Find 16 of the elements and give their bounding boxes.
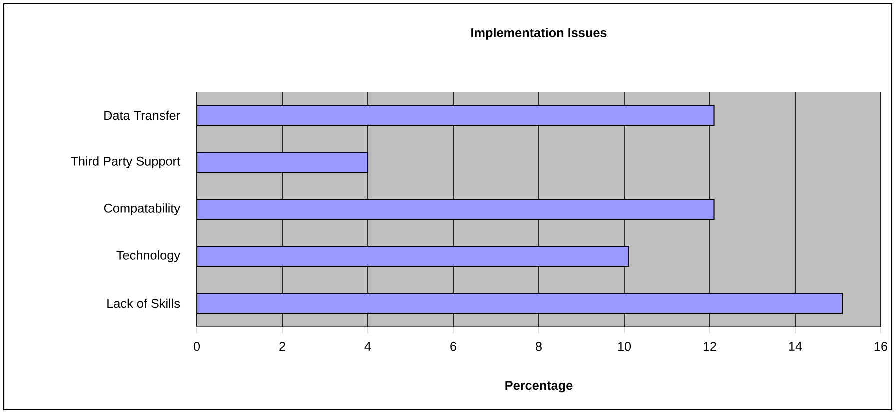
y-tick-label: Technology (116, 250, 180, 262)
x-axis-title: Percentage (506, 381, 573, 393)
x-tick-label: 12 (704, 342, 716, 351)
y-tick-label: Third Party Support (70, 156, 180, 168)
x-tick-label: 14 (789, 342, 802, 351)
x-tick-label: 4 (364, 342, 372, 351)
y-tick-label: Lack of Skills (108, 298, 180, 308)
chart-title: Implementation Issues (472, 28, 607, 40)
y-tick-label: Data Transfer (104, 110, 180, 120)
x-tick-label: 2 (280, 342, 286, 351)
x-tick-label: 10 (618, 342, 632, 352)
x-tick-label: 0 (194, 342, 200, 352)
y-tick-label: Compatability (104, 204, 180, 216)
x-tick-label: 6 (450, 342, 456, 352)
x-tick-label: 16 (874, 342, 888, 352)
x-tick-label: 8 (536, 342, 542, 352)
